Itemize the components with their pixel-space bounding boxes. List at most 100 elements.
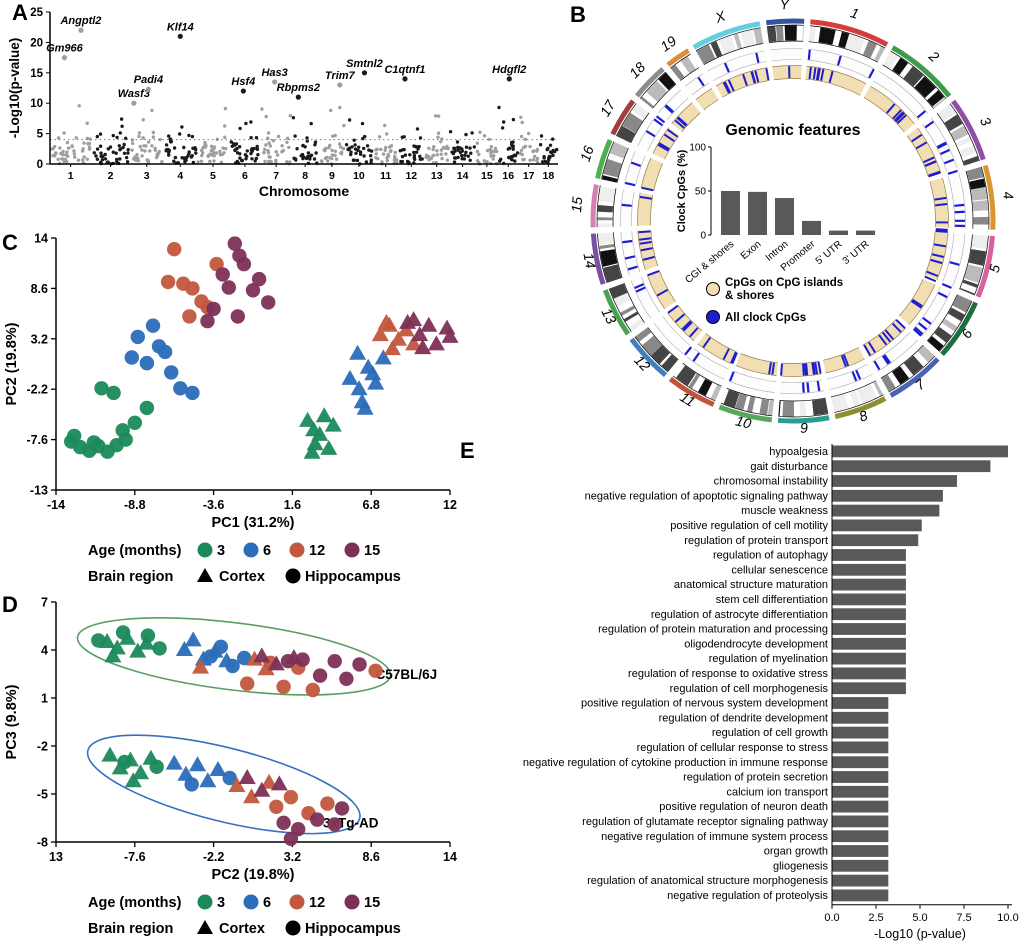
svg-text:positive regulation of cell mo: positive regulation of cell motility — [670, 520, 828, 532]
svg-text:9: 9 — [800, 420, 809, 436]
svg-text:2: 2 — [108, 170, 114, 182]
svg-text:16: 16 — [577, 144, 597, 164]
svg-text:Age (months): Age (months) — [88, 543, 182, 559]
svg-text:25: 25 — [30, 7, 43, 19]
svg-text:5.0: 5.0 — [912, 912, 927, 924]
svg-text:negative regulation of proteol: negative regulation of proteolysis — [667, 890, 828, 902]
svg-text:7.5: 7.5 — [956, 912, 971, 924]
svg-text:6: 6 — [242, 170, 248, 182]
svg-text:organ growth: organ growth — [764, 846, 828, 858]
svg-text:PC1 (31.2%): PC1 (31.2%) — [211, 515, 294, 531]
svg-text:-3.6: -3.6 — [203, 498, 225, 512]
svg-text:6: 6 — [263, 895, 271, 911]
svg-text:15: 15 — [30, 68, 43, 80]
svg-text:oligodendrocyte development: oligodendrocyte development — [684, 638, 828, 650]
pca-series-age15-circle — [200, 236, 276, 329]
svg-text:-8: -8 — [37, 836, 48, 850]
svg-text:negative regulation of cytokin: negative regulation of cytokine producti… — [523, 757, 828, 769]
svg-text:0: 0 — [700, 231, 706, 242]
svg-text:hypoalgesia: hypoalgesia — [769, 446, 829, 458]
circos-cpg-island-ring — [637, 65, 949, 377]
panel-a-manhattan-plot: Gm966 Angptl2 Wasf3 Padi4 Klf14 Hsf4 Has3 Rbpms… — [7, 7, 559, 199]
svg-text:10: 10 — [30, 98, 43, 110]
pca-series-age6-triangle — [341, 344, 392, 415]
svg-text:PC3 (9.8%): PC3 (9.8%) — [4, 684, 20, 759]
svg-text:regulation of response to oxid: regulation of response to oxidative stre… — [628, 668, 828, 680]
svg-text:5' UTR: 5' UTR — [814, 239, 845, 267]
svg-text:Gm966: Gm966 — [46, 43, 84, 55]
svg-text:-8.8: -8.8 — [124, 498, 146, 512]
svg-text:CpGs on CpG islands: CpGs on CpG islands — [725, 277, 843, 289]
svg-text:50: 50 — [695, 187, 707, 198]
svg-text:regulation of protein secretio: regulation of protein secretion — [683, 772, 828, 784]
svg-text:negative regulation of immune: negative regulation of immune system pro… — [601, 831, 828, 843]
svg-text:4: 4 — [1000, 190, 1017, 200]
svg-text:4: 4 — [41, 644, 48, 658]
svg-text:17: 17 — [597, 96, 619, 119]
svg-text:gait disturbance: gait disturbance — [750, 461, 828, 473]
strain-ellipse: C57BL/6J — [76, 617, 438, 696]
svg-text:100: 100 — [689, 143, 706, 154]
svg-text:5: 5 — [210, 170, 216, 182]
svg-text:-Log10 (p-value): -Log10 (p-value) — [874, 927, 966, 941]
svg-text:Age (months): Age (months) — [88, 895, 182, 911]
svg-text:1: 1 — [41, 692, 48, 706]
svg-text:3.2: 3.2 — [31, 332, 48, 346]
panel-label-d: D — [2, 592, 18, 617]
svg-text:3: 3 — [217, 543, 225, 559]
svg-text:3' UTR: 3' UTR — [841, 239, 872, 267]
svg-text:regulation of protein maturati: regulation of protein maturation and pro… — [598, 624, 828, 636]
pca-legend: Age (months) 3 6 12 15 Brain region Cortex Hipp… — [88, 542, 401, 585]
svg-text:& shores: & shores — [725, 290, 774, 302]
svg-text:Cortex: Cortex — [219, 921, 265, 937]
svg-text:positive regulation of neuron: positive regulation of neuron death — [659, 801, 828, 813]
svg-text:-2.2: -2.2 — [203, 850, 225, 864]
svg-text:15: 15 — [364, 543, 380, 559]
svg-text:regulation of dendrite develop: regulation of dendrite development — [659, 712, 828, 724]
panel-c-pca-plot: -14 -8.8 -3.6 1.6 6.8 12 -13 -7.6 -2.2 3.2 8.6 14 PC… — [4, 232, 459, 585]
svg-text:9: 9 — [329, 170, 335, 182]
svg-text:C1qtnf1: C1qtnf1 — [384, 64, 425, 76]
svg-text:Chromosome: Chromosome — [259, 183, 349, 199]
go-axes: 0.0 2.5 5.0 7.5 10.0 -Log10 (p-value) — [824, 444, 1019, 941]
svg-text:3: 3 — [977, 114, 995, 128]
svg-text:8: 8 — [857, 407, 870, 425]
circos-clock-cpg-ring — [620, 48, 966, 394]
svg-text:-14: -14 — [47, 498, 65, 512]
svg-text:14: 14 — [34, 232, 48, 246]
circos-ideogram-ring — [596, 24, 990, 418]
svg-text:calcium ion transport: calcium ion transport — [727, 786, 829, 798]
svg-text:15: 15 — [364, 895, 380, 911]
svg-text:Y: Y — [780, 0, 792, 12]
svg-text:All clock CpGs: All clock CpGs — [725, 312, 806, 324]
svg-text:Clock CpGs (%): Clock CpGs (%) — [676, 149, 688, 232]
svg-text:8: 8 — [302, 170, 308, 182]
svg-text:PC2 (19.8%): PC2 (19.8%) — [211, 867, 294, 883]
svg-text:regulation of anatomical struc: regulation of anatomical structure morph… — [587, 875, 828, 887]
svg-text:0: 0 — [37, 159, 43, 171]
svg-text:Exon: Exon — [739, 239, 764, 262]
svg-text:X: X — [712, 7, 728, 26]
svg-text:C57BL/6J: C57BL/6J — [376, 667, 438, 682]
svg-text:chromosomal instability: chromosomal instability — [714, 476, 829, 488]
pca-legend: Age (months) 3 6 12 15 Brain region Cortex Hipp… — [88, 894, 401, 937]
svg-text:11: 11 — [677, 389, 698, 410]
svg-text:0.0: 0.0 — [824, 912, 839, 924]
svg-text:17: 17 — [523, 170, 535, 182]
pca-series-age6-triangle — [165, 631, 236, 788]
svg-text:6.8: 6.8 — [363, 498, 380, 512]
svg-text:10.0: 10.0 — [997, 912, 1018, 924]
svg-text:5: 5 — [986, 263, 1003, 274]
pca-series-age12-triangle — [371, 313, 423, 356]
svg-text:-2.2: -2.2 — [26, 383, 48, 397]
svg-text:gliogenesis: gliogenesis — [773, 860, 829, 872]
panel-e-go-bar-chart: hypoalgesia gait disturbance chromosomal i… — [523, 444, 1019, 941]
svg-text:12: 12 — [309, 895, 325, 911]
svg-text:Brain region: Brain region — [88, 921, 173, 937]
svg-text:-5: -5 — [37, 788, 48, 802]
svg-text:Klf14: Klf14 — [167, 21, 194, 33]
svg-text:7: 7 — [273, 170, 279, 182]
